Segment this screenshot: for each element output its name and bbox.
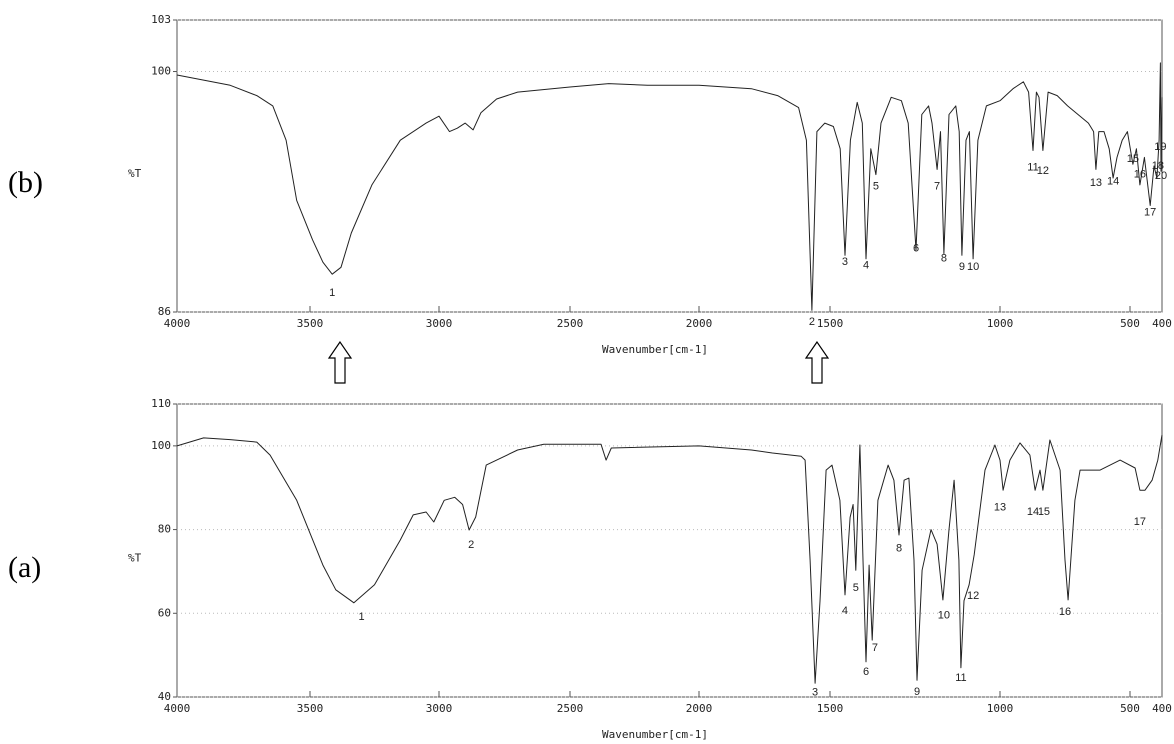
x-tick-label: 500: [1120, 702, 1140, 715]
x-tick-label: 1000: [987, 317, 1014, 330]
peak-label: 9: [914, 686, 920, 698]
y-axis-label: %T: [128, 167, 142, 180]
y-tick-label: 80: [158, 523, 171, 536]
peak-label: 2: [468, 539, 474, 551]
peak-label: 5: [873, 181, 879, 193]
peak-label: 3: [812, 687, 818, 699]
peak-label: 3: [842, 256, 848, 268]
x-tick-label: 1500: [817, 702, 844, 715]
peak-label: 13: [1090, 177, 1102, 189]
y-tick-label: 86: [158, 305, 171, 318]
peak-label: 5: [853, 582, 859, 594]
x-tick-label: 2000: [686, 702, 713, 715]
peak-label: 18: [1152, 160, 1164, 172]
peak-label: 14: [1107, 175, 1119, 187]
peak-label: 6: [913, 242, 919, 254]
x-tick-label: 3500: [297, 317, 324, 330]
peak-label: 11: [955, 672, 966, 684]
x-tick-label: 2500: [557, 702, 584, 715]
panel-label: (b): [8, 166, 43, 199]
x-tick-label: 3000: [426, 317, 453, 330]
peak-label: 10: [938, 610, 950, 622]
peak-label: 15: [1038, 506, 1050, 518]
peak-label: 15: [1127, 153, 1139, 165]
plot-frame: [176, 403, 1163, 698]
panel-label: (a): [8, 551, 41, 584]
x-tick-label: 2000: [686, 317, 713, 330]
x-tick-label: 500: [1120, 317, 1140, 330]
peak-label: 8: [896, 543, 902, 555]
x-tick-label: 3500: [297, 702, 324, 715]
peak-label: 1: [359, 611, 365, 623]
x-axis-label: Wavenumber[cm-1]: [602, 343, 708, 356]
x-tick-label: 4000: [164, 317, 191, 330]
peak-label: 7: [872, 642, 878, 654]
y-tick-label: 60: [158, 606, 171, 619]
peak-label: 4: [842, 605, 848, 617]
x-tick-label: 1000: [987, 702, 1014, 715]
peak-label: 17: [1144, 206, 1156, 218]
y-axis-label: %T: [128, 552, 142, 565]
spectrum: [176, 62, 1163, 311]
x-tick-label: 400: [1152, 317, 1172, 330]
peak-label: 17: [1134, 516, 1146, 528]
x-tick-label: 4000: [164, 702, 191, 715]
peak-label: 12: [967, 590, 979, 602]
peak-label: 4: [863, 260, 869, 272]
peak-label: 2: [809, 316, 815, 328]
arrow: [327, 340, 353, 384]
peak-label: 9: [959, 261, 965, 273]
peak-label: 16: [1059, 606, 1071, 618]
x-tick-label: 400: [1152, 702, 1172, 715]
peak-label: 12: [1037, 165, 1049, 177]
peak-label: 11: [1027, 162, 1038, 174]
peak-label: 6: [863, 666, 869, 678]
y-tick-label: 103: [151, 13, 171, 26]
peak-label: 10: [967, 261, 979, 273]
peak-label: 8: [941, 253, 947, 265]
x-axis-label: Wavenumber[cm-1]: [602, 728, 708, 740]
arrow: [804, 340, 830, 384]
peak-label: 7: [934, 181, 940, 193]
peak-label: 20: [1155, 170, 1167, 182]
x-tick-label: 1500: [817, 317, 844, 330]
y-tick-label: 100: [151, 439, 171, 452]
x-tick-label: 3000: [426, 702, 453, 715]
y-tick-label: 110: [151, 397, 171, 410]
peak-label: 16: [1134, 168, 1146, 180]
peak-label: 13: [994, 502, 1006, 514]
peak-label: 19: [1154, 141, 1166, 153]
y-tick-label: 40: [158, 690, 171, 703]
plot-frame: [176, 19, 1163, 313]
x-tick-label: 2500: [557, 317, 584, 330]
peak-label: 1: [329, 287, 335, 299]
spectrum: [176, 434, 1163, 684]
peak-label: 14: [1027, 506, 1039, 518]
arrows: [327, 340, 830, 384]
y-tick-label: 100: [151, 65, 171, 78]
